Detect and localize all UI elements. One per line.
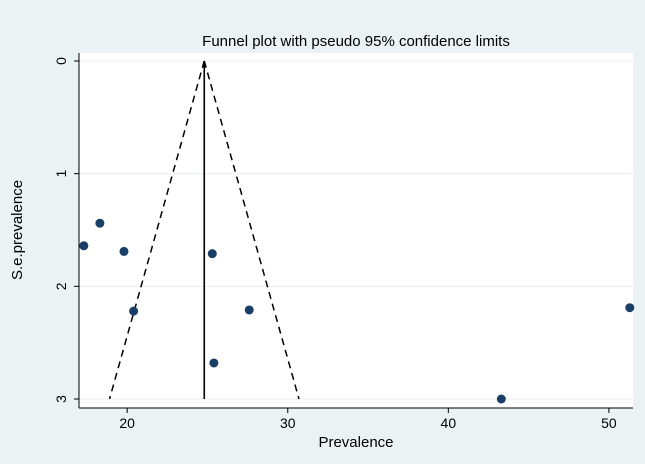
x-tick-label: 40 bbox=[441, 415, 457, 431]
data-point bbox=[207, 249, 217, 259]
x-tick-label: 20 bbox=[119, 415, 135, 431]
data-points bbox=[79, 218, 635, 404]
y-tick-label: 2 bbox=[53, 282, 69, 290]
y-axis: 0 1 2 3 bbox=[53, 53, 80, 408]
grid-lines bbox=[79, 60, 633, 400]
y-axis-label: S.e.prevalence bbox=[9, 180, 26, 280]
data-point bbox=[209, 358, 219, 368]
lower-confidence-limit bbox=[108, 60, 205, 400]
upper-confidence-limit bbox=[203, 60, 300, 400]
plot-area bbox=[79, 53, 633, 408]
data-point bbox=[496, 394, 506, 404]
confidence-funnel bbox=[108, 60, 300, 400]
x-axis-label: Prevalence bbox=[318, 434, 393, 451]
chart-title: Funnel plot with pseudo 95% confidence l… bbox=[202, 33, 510, 50]
data-point bbox=[119, 246, 129, 256]
data-point bbox=[79, 241, 89, 251]
data-point bbox=[129, 306, 139, 316]
data-point bbox=[625, 303, 635, 313]
y-tick-label: 1 bbox=[53, 170, 69, 178]
data-point bbox=[244, 305, 254, 315]
y-tick-label: 3 bbox=[53, 395, 69, 403]
data-point bbox=[95, 218, 105, 228]
x-axis: 20 30 40 50 bbox=[79, 407, 633, 431]
y-tick-label: 0 bbox=[53, 57, 69, 65]
x-tick-label: 30 bbox=[280, 415, 296, 431]
x-tick-label: 50 bbox=[601, 415, 617, 431]
